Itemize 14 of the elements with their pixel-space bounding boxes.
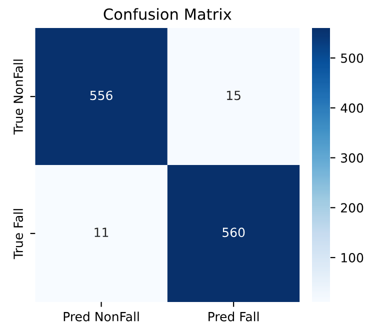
- x-tick-label: Pred NonFall: [64, 312, 139, 322]
- color-bar-label: 100: [342, 253, 364, 262]
- data-label: 560: [222, 228, 245, 238]
- data-label: 11: [94, 228, 108, 237]
- color-bar-label: 200: [341, 203, 364, 213]
- color-bar-label: 300: [341, 153, 364, 163]
- y-tick-label: True NonFall: [13, 60, 24, 135]
- data-label: 556: [90, 90, 112, 100]
- x-tick-label: Pred Fall: [208, 312, 259, 322]
- chart-title: Confusion Matrix: [104, 8, 232, 20]
- data-label: 15: [226, 90, 240, 100]
- color-bar-label: 500: [341, 53, 364, 63]
- y-tick-label: True Fall: [13, 209, 24, 260]
- color-bar-label: 400: [340, 103, 364, 113]
